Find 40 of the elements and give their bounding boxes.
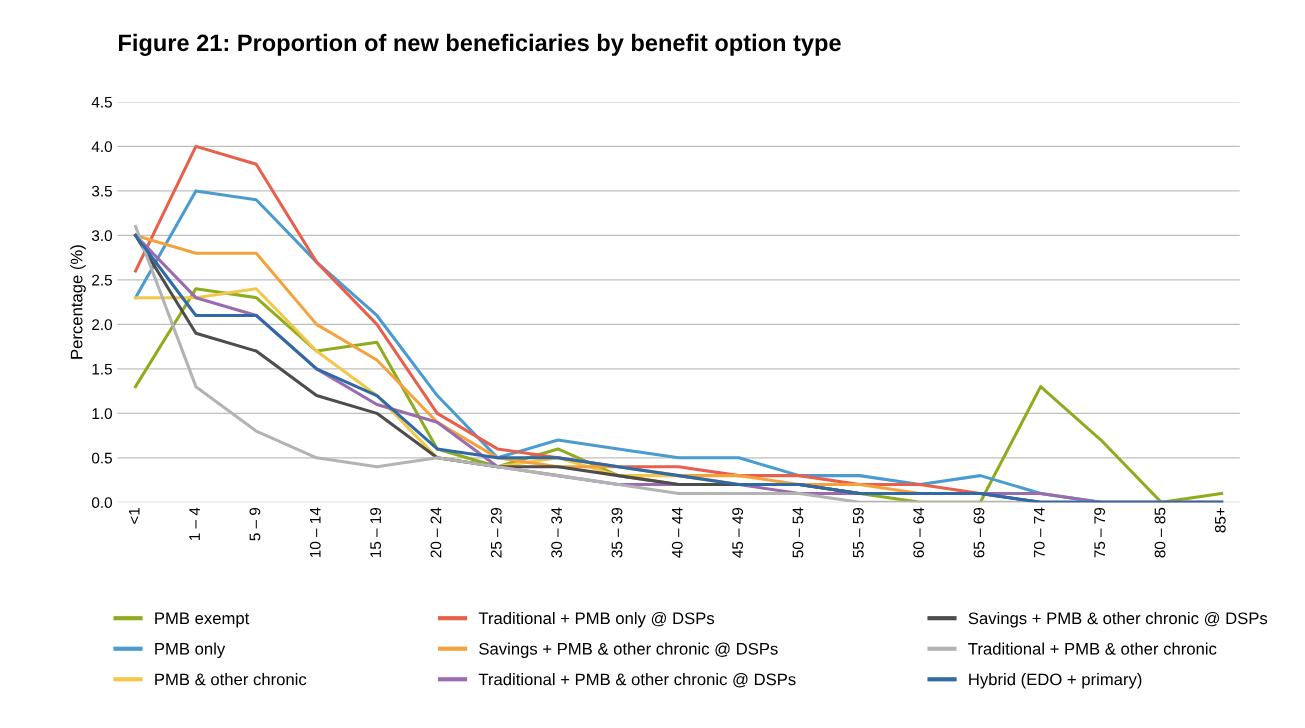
- x-tick-label: 1 – 4: [189, 507, 200, 540]
- x-tick-label: 5 – 9: [249, 507, 261, 541]
- legend-label: Savings + PMB & other chronic @ DSPs: [968, 611, 1268, 628]
- x-tick-label: 15 – 19: [370, 507, 382, 557]
- y-tick-label: 2.0: [92, 319, 112, 331]
- y-tick-label: 1.0: [92, 408, 112, 420]
- y-tick-label: 0.0: [91, 497, 112, 509]
- x-tick-label: 85+: [1214, 507, 1226, 533]
- x-tick-label: 50 – 54: [792, 507, 804, 558]
- x-tick-label: 70 – 74: [1033, 507, 1045, 558]
- y-tick-label: 4.5: [91, 96, 112, 108]
- legend-label: PMB only: [155, 642, 226, 659]
- legend-label: Savings + PMB & other chronic @ DSPs: [479, 642, 778, 659]
- legend-label: Traditional + PMB & other chronic: [968, 642, 1217, 655]
- chart-title: Figure 21: Proportion of new beneficiaries by benefit option type: [119, 33, 841, 56]
- y-tick-label: 1.5: [92, 363, 112, 375]
- y-tick-label: 0.5: [91, 452, 112, 464]
- y-tick-label: 4.0: [91, 141, 112, 153]
- x-tick-label: 65 – 69: [973, 507, 985, 558]
- x-tick-label: 80 – 85: [1154, 507, 1166, 558]
- x-tick-label: 60 – 64: [913, 507, 925, 558]
- x-tick-label: 45 – 49: [732, 507, 744, 558]
- x-tick-label: 75 – 79: [1094, 507, 1106, 558]
- x-tick-label: <1: [128, 507, 140, 524]
- legend-label: Traditional + PMB & other chronic @ DSPs: [478, 673, 796, 688]
- x-tick-label: 25 – 29: [490, 507, 502, 558]
- legend-label: PMB exempt: [155, 612, 250, 628]
- y-tick-label: 2.5: [92, 274, 112, 286]
- x-tick-label: 40 – 44: [671, 507, 683, 558]
- x-tick-label: 30 – 34: [551, 507, 563, 558]
- legend-label: PMB & other chronic: [155, 673, 307, 686]
- legend-label: Hybrid (EDO + primary): [969, 673, 1142, 689]
- x-tick-label: 55 – 59: [852, 507, 864, 558]
- y-tick-label: 3.0: [91, 230, 112, 242]
- y-tick-label: 3.5: [91, 185, 112, 197]
- y-axis-title: Percentage (%): [70, 245, 86, 359]
- x-tick-label: 10 – 14: [309, 507, 321, 557]
- x-tick-label: 35 – 39: [611, 507, 623, 558]
- legend-label: Traditional + PMB only @ DSPs: [478, 611, 715, 628]
- x-tick-label: 20 – 24: [430, 507, 442, 558]
